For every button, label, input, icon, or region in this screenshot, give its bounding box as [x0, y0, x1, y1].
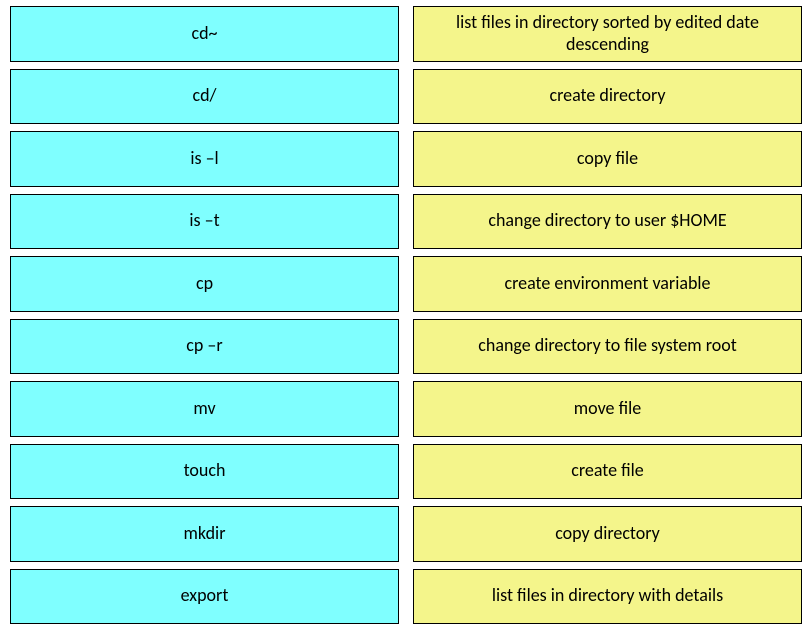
- command-label: cp –r: [186, 335, 222, 357]
- description-cell[interactable]: change directory to file system root: [413, 319, 802, 375]
- description-cell[interactable]: change directory to user $HOME: [413, 194, 802, 250]
- left-column: cd~ cd/ is –l is –t cp cp –r mv touch mk…: [10, 6, 399, 624]
- command-cell[interactable]: mkdir: [10, 506, 399, 562]
- description-label: copy file: [577, 148, 638, 170]
- command-cell[interactable]: cp –r: [10, 319, 399, 375]
- description-label: list files in directory sorted by edited…: [424, 12, 791, 55]
- description-cell[interactable]: create file: [413, 444, 802, 500]
- command-label: cd~: [191, 23, 217, 45]
- command-cell[interactable]: cd/: [10, 69, 399, 125]
- command-cell[interactable]: is –t: [10, 194, 399, 250]
- command-label: export: [181, 585, 229, 607]
- command-label: touch: [184, 460, 226, 482]
- description-cell[interactable]: move file: [413, 381, 802, 437]
- command-label: is –t: [189, 210, 219, 232]
- description-cell[interactable]: create environment variable: [413, 256, 802, 312]
- description-label: change directory to file system root: [478, 335, 737, 357]
- command-cell[interactable]: cd~: [10, 6, 399, 62]
- description-cell[interactable]: copy directory: [413, 506, 802, 562]
- right-column: list files in directory sorted by edited…: [413, 6, 802, 624]
- command-label: mv: [193, 398, 215, 420]
- command-cell[interactable]: touch: [10, 444, 399, 500]
- command-label: mkdir: [184, 523, 226, 545]
- description-label: move file: [574, 398, 641, 420]
- description-cell[interactable]: list files in directory sorted by edited…: [413, 6, 802, 62]
- description-label: create environment variable: [504, 273, 710, 295]
- description-label: change directory to user $HOME: [488, 210, 726, 232]
- description-cell[interactable]: create directory: [413, 69, 802, 125]
- description-label: create directory: [550, 85, 666, 107]
- description-label: list files in directory with details: [492, 585, 723, 607]
- command-cell[interactable]: export: [10, 569, 399, 625]
- description-cell[interactable]: list files in directory with details: [413, 569, 802, 625]
- command-cell[interactable]: mv: [10, 381, 399, 437]
- command-label: cp: [196, 273, 213, 295]
- command-cell[interactable]: cp: [10, 256, 399, 312]
- command-label: cd/: [192, 85, 216, 107]
- description-label: copy directory: [555, 523, 660, 545]
- command-cell[interactable]: is –l: [10, 131, 399, 187]
- description-label: create file: [571, 460, 644, 482]
- command-label: is –l: [190, 148, 218, 170]
- matching-grid: cd~ cd/ is –l is –t cp cp –r mv touch mk…: [10, 6, 802, 624]
- description-cell[interactable]: copy file: [413, 131, 802, 187]
